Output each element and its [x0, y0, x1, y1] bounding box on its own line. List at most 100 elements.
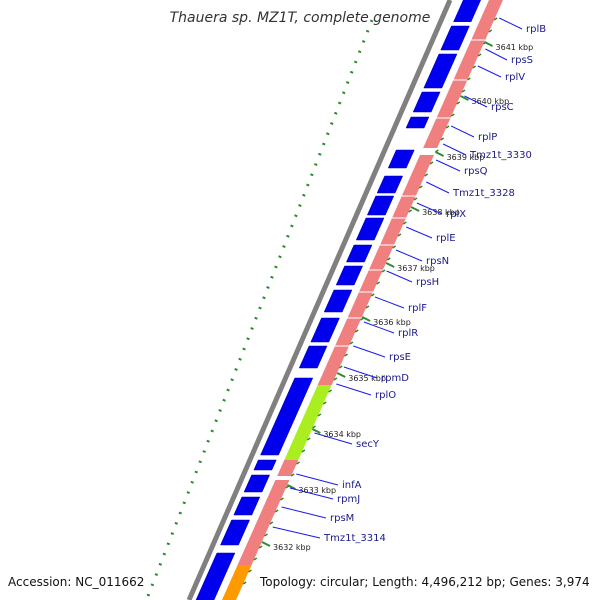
gene-leader-2: [477, 65, 502, 78]
tick-label-6: 3635 kbp: [348, 374, 386, 383]
inner-dot: [296, 461, 300, 465]
tick-mark-4: [385, 262, 395, 268]
gene-label-14: rpsE: [389, 352, 411, 363]
tick-label-8: 3633 kbp: [298, 486, 336, 495]
gene-leader-5: [442, 143, 467, 156]
gene-leader-8: [416, 202, 443, 215]
operon-band-4: [237, 480, 290, 565]
inner-dot: [306, 437, 311, 441]
inner-dot: [466, 77, 471, 81]
gene-leader-12: [374, 296, 405, 309]
accession-label: Accession: NC_011662: [8, 575, 145, 589]
inner-dot: [429, 161, 434, 165]
inner-dot: [408, 209, 413, 213]
gene-label-0: rplB: [526, 24, 546, 35]
gene-leader-13: [363, 321, 395, 334]
inner-dot: [440, 137, 445, 141]
cds-arrow-9: [335, 265, 364, 286]
inner-dot: [386, 257, 391, 261]
inner-dot: [456, 101, 461, 105]
cds-arrow-1: [423, 53, 458, 89]
gene-leader-15: [343, 366, 378, 379]
gene-label-20: rpsM: [330, 513, 354, 524]
inner-dot: [472, 65, 477, 69]
cds-arrow-6: [366, 195, 395, 216]
gene-label-4: rplP: [478, 132, 497, 143]
inner-dot: [349, 341, 354, 345]
tick-mark-6: [336, 372, 346, 378]
backbone-line: [186, 0, 453, 600]
gene-label-1: rpsS: [511, 55, 533, 66]
cds-arrow-8: [346, 244, 373, 263]
inner-dot: [450, 113, 455, 117]
inner-dot: [264, 533, 268, 537]
inner-dot: [483, 41, 487, 45]
cds-arrow-5: [376, 175, 404, 194]
tick-mark-8: [286, 484, 296, 490]
gene-leader-7: [426, 181, 450, 194]
inner-dot: [322, 401, 327, 405]
gene-label-16: rplO: [375, 390, 396, 401]
gene-label-13: rplR: [398, 328, 418, 339]
inner-dot: [402, 221, 407, 225]
cds-arrow-0: [440, 25, 470, 51]
cds-arrow-7: [355, 217, 385, 241]
gene-label-7: Tmz1t_3328: [452, 188, 515, 199]
inner-dot: [333, 377, 338, 381]
inner-dot: [397, 233, 402, 237]
cds-arrow-17: [220, 519, 250, 546]
inner-dot: [328, 389, 332, 393]
cds-arrow-2: [412, 91, 441, 113]
inner-dot: [381, 269, 386, 273]
inner-dot: [248, 569, 252, 573]
tick-label-7: 3634 kbp: [323, 430, 361, 439]
inner-dot: [445, 125, 450, 129]
gene-leader-1: [485, 48, 508, 61]
gene-leader-0: [498, 17, 523, 30]
gene-label-21: Tmz1t_3314: [323, 533, 386, 544]
gene-label-6: rpsQ: [464, 166, 488, 177]
inner-dot: [285, 485, 290, 489]
gene-label-17: secY: [356, 439, 380, 450]
tick-mark-3: [410, 206, 420, 212]
inner-dot: [338, 365, 343, 369]
outer-dotted-line: [146, 19, 374, 597]
tick-label-5: 3636 kbp: [373, 318, 411, 327]
cds-arrow-13: [260, 377, 314, 456]
inner-dot: [258, 545, 263, 549]
cds-arrow-14: [253, 459, 277, 471]
cds-arrow-10: [323, 289, 353, 313]
tick-mark-1: [460, 95, 469, 101]
inner-dot: [280, 497, 284, 501]
inner-dot: [301, 449, 306, 453]
operon-band-1: [423, 0, 503, 148]
inner-dot: [370, 293, 375, 297]
gene-leader-6: [435, 159, 461, 172]
tick-label-4: 3637 kbp: [397, 264, 435, 273]
tick-label-9: 3632 kbp: [273, 543, 311, 552]
cds-arrow-3: [405, 116, 430, 129]
gene-label-12: rplF: [408, 303, 427, 314]
inner-dot: [317, 413, 322, 417]
topology-label: Topology: circular; Length: 4,496,212 bp…: [260, 575, 590, 589]
gene-leader-19: [289, 487, 334, 500]
gene-leader-4: [450, 125, 475, 138]
tick-mark-7: [311, 428, 321, 434]
inner-dot: [365, 305, 370, 309]
tick-label-2: 3639 kbp: [447, 153, 485, 162]
inner-dot: [376, 281, 381, 285]
inner-dot: [312, 425, 316, 429]
inner-dot: [493, 17, 498, 21]
cds-arrow-4: [387, 149, 415, 169]
gene-leader-21: [272, 526, 321, 539]
gene-leader-9: [406, 226, 433, 239]
cds-arrow-11: [310, 317, 340, 343]
inner-dot: [477, 53, 482, 57]
gene-leader-17: [314, 432, 353, 445]
inner-dot: [360, 317, 365, 321]
tick-label-0: 3641 kbp: [496, 43, 534, 52]
tick-mark-9: [261, 541, 271, 547]
inner-dot: [354, 329, 359, 333]
gene-label-18: infA: [342, 480, 362, 491]
cds-arrow-15: [243, 474, 271, 493]
